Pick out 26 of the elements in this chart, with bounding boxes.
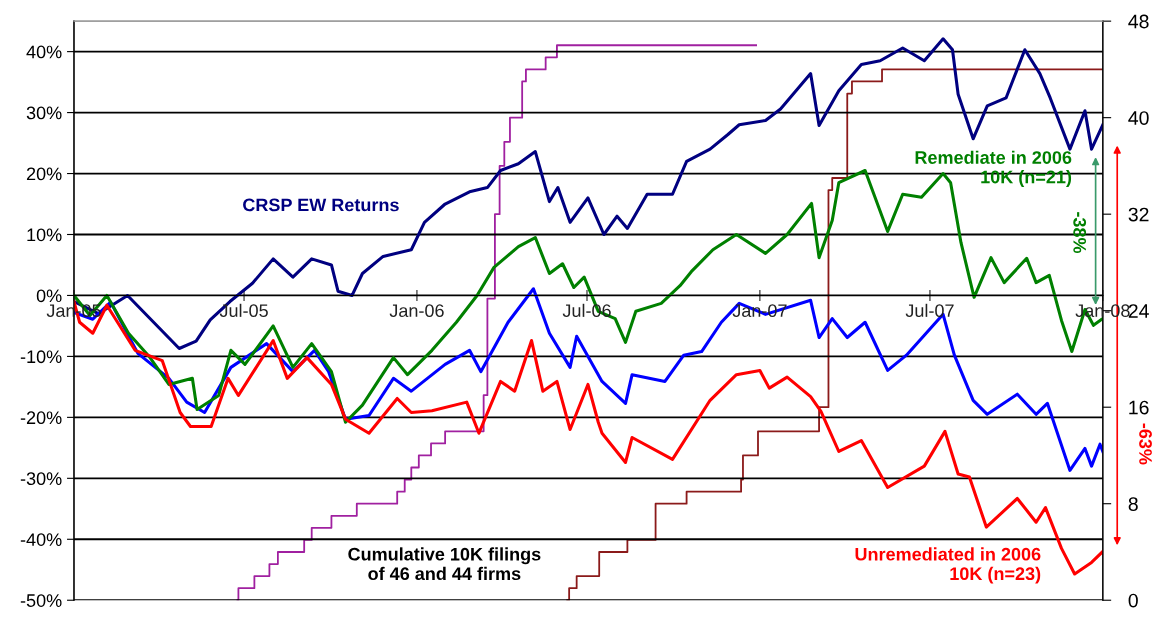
x-tick-label: Jul-07 <box>905 303 954 318</box>
y-tick-label: -50% <box>20 594 62 607</box>
series-label: Remediate in 2006 10K (n=21) <box>915 150 1072 187</box>
y-tick-label: -40% <box>20 533 62 546</box>
series-label: CRSP EW Returns <box>243 198 399 212</box>
y2-tick-label: 48 <box>1128 14 1149 29</box>
y2-tick-label: 8 <box>1128 497 1138 511</box>
y2-tick-label: 24 <box>1128 304 1149 318</box>
y-tick-label: 30% <box>26 106 62 120</box>
y-tick-label: 20% <box>26 167 62 181</box>
annotation: -38% <box>1073 212 1087 254</box>
y2-tick-label: 0 <box>1128 593 1138 608</box>
y2-tick-label: 32 <box>1128 207 1149 222</box>
y-tick-label: 0% <box>36 289 62 303</box>
y-tick-label: -20% <box>20 411 62 425</box>
x-tick-label: Jan-06 <box>389 304 444 318</box>
y2-tick-label: 16 <box>1129 400 1149 415</box>
x-tick-label: Jul-05 <box>219 303 268 318</box>
series-label: Unremediated in 2006 10K (n=23) <box>855 547 1041 584</box>
y-tick-label: -30% <box>20 472 62 486</box>
y-tick-label: 40% <box>26 45 62 59</box>
annotation: Cumulative 10K filings of 46 and 44 firms <box>348 547 541 581</box>
y-tick-label: 10% <box>27 228 62 242</box>
y-tick-label: -10% <box>20 350 62 364</box>
text: -63% <box>1139 423 1152 465</box>
y2-tick-label: 40 <box>1128 111 1149 125</box>
